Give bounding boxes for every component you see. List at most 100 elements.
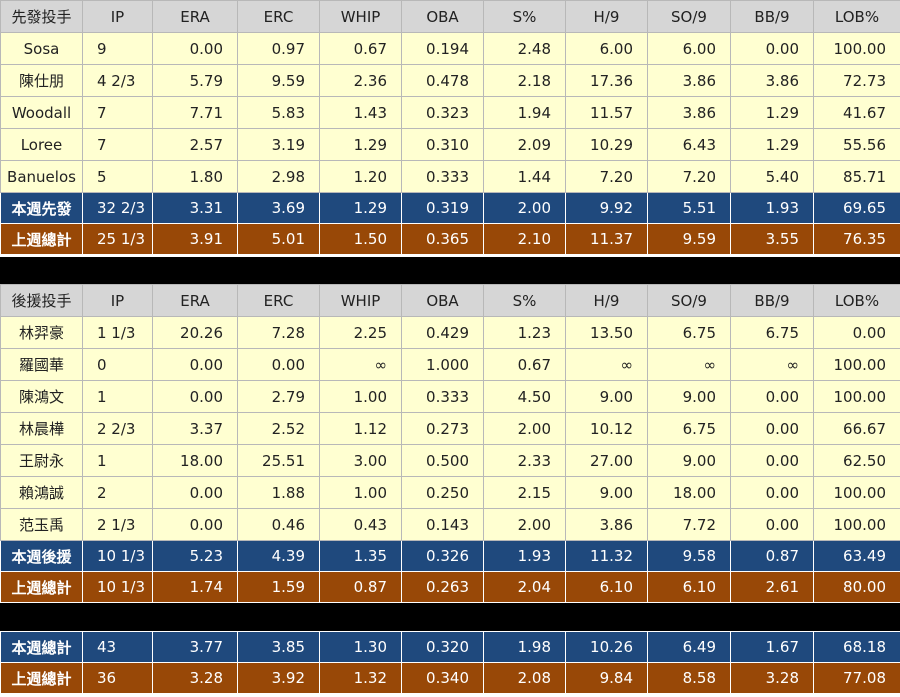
cell-erc: 2.79 [237, 380, 320, 413]
cell-erc: 0.00 [237, 348, 320, 381]
cell-bb9: 5.40 [730, 160, 814, 193]
cell-bb9: 1.93 [730, 192, 814, 224]
cell-so9: 9.58 [647, 540, 731, 572]
pitcher-row: Loree 7 2.57 3.19 1.29 0.310 2.09 10.29 6.43 1.29… [0, 128, 900, 161]
cell-oba: 0.333 [401, 160, 484, 193]
cell-h9: 10.29 [565, 128, 648, 161]
cell-era: 0.00 [152, 508, 238, 541]
cell-whip: 1.00 [319, 380, 402, 413]
cell-lob-pct: 100.00 [813, 32, 900, 65]
cell-s-pct: 2.00 [483, 508, 566, 541]
cell-ip: 2 [82, 476, 153, 509]
col-header-h9: H/9 [565, 0, 648, 33]
col-header-whip: WHIP [319, 0, 402, 33]
cell-so9: 3.86 [647, 96, 731, 129]
cell-so9: 6.75 [647, 316, 731, 349]
cell-ip: 10 1/3 [82, 571, 153, 603]
cell-so9: 7.20 [647, 160, 731, 193]
cell-era: 5.79 [152, 64, 238, 97]
cell-so9: 5.51 [647, 192, 731, 224]
cell-s-pct: 1.98 [483, 631, 566, 663]
cell-so9: 6.10 [647, 571, 731, 603]
cell-bb9: 3.28 [730, 662, 814, 694]
cell-so9: 6.49 [647, 631, 731, 663]
cell-ip: 2 2/3 [82, 412, 153, 445]
totals-table: 本週總計 43 3.77 3.85 1.30 0.320 1.98 10.26 6.49 1.67… [0, 631, 900, 694]
cell-name: 陳鴻文 [0, 380, 83, 413]
cell-bb9: 3.55 [730, 223, 814, 255]
cell-era: 1.74 [152, 571, 238, 603]
cell-so9: 8.58 [647, 662, 731, 694]
header-row: 先發投手 IP ERA ERC WHIP OBA S% H/9 SO/9 BB/9 LOB% [0, 0, 900, 33]
cell-bb9: 0.00 [730, 444, 814, 477]
cell-era: 3.91 [152, 223, 238, 255]
cell-oba: 0.320 [401, 631, 484, 663]
cell-oba: 0.273 [401, 412, 484, 445]
cell-bb9: ∞ [730, 348, 814, 381]
col-header-erc: ERC [237, 0, 320, 33]
cell-name: Banuelos [0, 160, 83, 193]
cell-bb9: 1.29 [730, 128, 814, 161]
cell-s-pct: 2.48 [483, 32, 566, 65]
cell-era: 0.00 [152, 348, 238, 381]
cell-so9: 18.00 [647, 476, 731, 509]
cell-s-pct: 2.00 [483, 412, 566, 445]
cell-erc: 25.51 [237, 444, 320, 477]
cell-oba: 0.263 [401, 571, 484, 603]
col-header-ip: IP [82, 0, 153, 33]
col-header-so9: SO/9 [647, 284, 731, 317]
pitcher-row: Sosa 9 0.00 0.97 0.67 0.194 2.48 6.00 6.00 0.00 10… [0, 32, 900, 65]
cell-h9: ∞ [565, 348, 648, 381]
section-divider [0, 603, 900, 631]
cell-ip: 5 [82, 160, 153, 193]
cell-name: 林羿豪 [0, 316, 83, 349]
col-header-bb9: BB/9 [730, 0, 814, 33]
cell-h9: 27.00 [565, 444, 648, 477]
week-total-row: 本週後援 10 1/3 5.23 4.39 1.35 0.326 1.93 11.32 9.58… [0, 540, 900, 572]
cell-era: 0.00 [152, 476, 238, 509]
cell-so9: 9.59 [647, 223, 731, 255]
cell-ip: 25 1/3 [82, 223, 153, 255]
cell-name: 上週總計 [0, 662, 83, 694]
cell-s-pct: 2.00 [483, 192, 566, 224]
cell-s-pct: 1.94 [483, 96, 566, 129]
pitcher-row: 陳仕朋 4 2/3 5.79 9.59 2.36 0.478 2.18 17.36 3.86 3.… [0, 64, 900, 97]
cell-erc: 1.88 [237, 476, 320, 509]
cell-h9: 9.00 [565, 476, 648, 509]
cell-ip: 7 [82, 96, 153, 129]
cell-whip: 1.35 [319, 540, 402, 572]
cell-lob-pct: 72.73 [813, 64, 900, 97]
cell-whip: 1.29 [319, 128, 402, 161]
cell-h9: 17.36 [565, 64, 648, 97]
totals-body: 本週總計 43 3.77 3.85 1.30 0.320 1.98 10.26 6.49 1.67… [0, 631, 900, 694]
cell-whip: 3.00 [319, 444, 402, 477]
cell-bb9: 3.86 [730, 64, 814, 97]
week-total-row: 本週先發 32 2/3 3.31 3.69 1.29 0.319 2.00 9.92 5.51 1… [0, 192, 900, 224]
cell-ip: 2 1/3 [82, 508, 153, 541]
col-header-so9: SO/9 [647, 0, 731, 33]
cell-lob-pct: 100.00 [813, 380, 900, 413]
cell-erc: 3.85 [237, 631, 320, 663]
pitcher-row: 林羿豪 1 1/3 20.26 7.28 2.25 0.429 1.23 13.50 6.75 6… [0, 316, 900, 349]
cell-ip: 4 2/3 [82, 64, 153, 97]
cell-oba: 0.429 [401, 316, 484, 349]
cell-erc: 0.46 [237, 508, 320, 541]
cell-erc: 5.01 [237, 223, 320, 255]
cell-oba: 0.323 [401, 96, 484, 129]
last-week-total-row: 上週總計 25 1/3 3.91 5.01 1.50 0.365 2.10 11.37 9.59… [0, 223, 900, 255]
cell-lob-pct: 62.50 [813, 444, 900, 477]
cell-bb9: 6.75 [730, 316, 814, 349]
pitcher-row: 林晨樺 2 2/3 3.37 2.52 1.12 0.273 2.00 10.12 6.75 0.… [0, 412, 900, 445]
col-header-whip: WHIP [319, 284, 402, 317]
cell-lob-pct: 77.08 [813, 662, 900, 694]
cell-ip: 1 [82, 444, 153, 477]
cell-s-pct: 1.23 [483, 316, 566, 349]
cell-name: 王尉永 [0, 444, 83, 477]
cell-h9: 9.92 [565, 192, 648, 224]
cell-so9: 3.86 [647, 64, 731, 97]
cell-erc: 1.59 [237, 571, 320, 603]
pitcher-row: Banuelos 5 1.80 2.98 1.20 0.333 1.44 7.20 7.20 5.… [0, 160, 900, 193]
cell-bb9: 0.00 [730, 476, 814, 509]
cell-lob-pct: 100.00 [813, 348, 900, 381]
cell-erc: 4.39 [237, 540, 320, 572]
